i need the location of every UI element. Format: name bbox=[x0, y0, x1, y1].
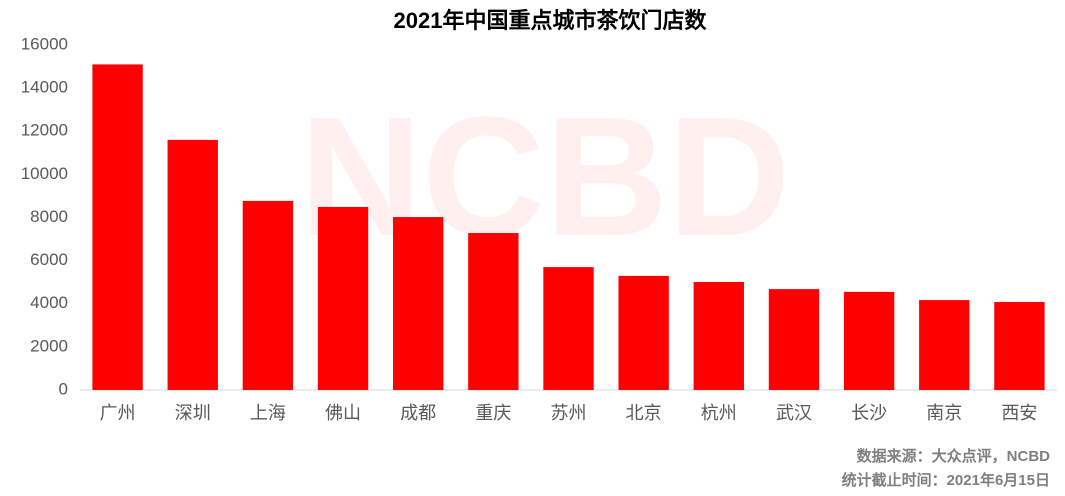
bar bbox=[317, 206, 369, 390]
y-tick-label: 14000 bbox=[21, 78, 68, 97]
x-tick-label: 深圳 bbox=[175, 403, 211, 423]
bar bbox=[393, 217, 444, 390]
bar bbox=[618, 275, 669, 390]
bar bbox=[167, 139, 218, 390]
x-tick-label: 北京 bbox=[626, 403, 662, 423]
date-note: 统计截止时间：2021年6月15日 bbox=[842, 471, 1050, 489]
watermark: NCBD bbox=[299, 82, 790, 272]
bar bbox=[768, 289, 820, 390]
x-tick-label: 西安 bbox=[1001, 403, 1037, 423]
bar bbox=[919, 300, 970, 390]
y-tick-label: 16000 bbox=[21, 34, 68, 53]
x-tick-label: 佛山 bbox=[325, 403, 361, 423]
y-tick-label: 2000 bbox=[30, 336, 68, 355]
y-tick-label: 4000 bbox=[30, 293, 68, 312]
bar bbox=[242, 200, 294, 390]
x-tick-label: 上海 bbox=[250, 403, 286, 423]
y-tick-label: 8000 bbox=[30, 207, 68, 226]
x-tick-label: 广州 bbox=[100, 403, 136, 423]
bar bbox=[468, 233, 519, 390]
bar bbox=[843, 291, 895, 390]
source-note: 数据来源：大众点评，NCBD bbox=[857, 447, 1050, 465]
x-tick-label: 苏州 bbox=[551, 403, 587, 423]
bar bbox=[994, 302, 1045, 390]
y-tick-label: 6000 bbox=[30, 250, 68, 269]
y-tick-label: 0 bbox=[59, 379, 68, 398]
bar bbox=[693, 281, 744, 390]
x-tick-label: 成都 bbox=[400, 403, 436, 423]
bar bbox=[543, 267, 594, 390]
y-tick-label: 10000 bbox=[21, 164, 68, 183]
x-tick-label: 南京 bbox=[926, 403, 962, 423]
x-tick-label: 杭州 bbox=[701, 403, 737, 423]
x-tick-label: 武汉 bbox=[776, 403, 812, 423]
bar bbox=[92, 64, 143, 390]
x-tick-label: 长沙 bbox=[851, 403, 887, 423]
y-tick-label: 12000 bbox=[21, 121, 68, 140]
chart-title: 2021年中国重点城市茶饮门店数 bbox=[394, 8, 708, 33]
x-tick-label: 重庆 bbox=[475, 403, 511, 423]
